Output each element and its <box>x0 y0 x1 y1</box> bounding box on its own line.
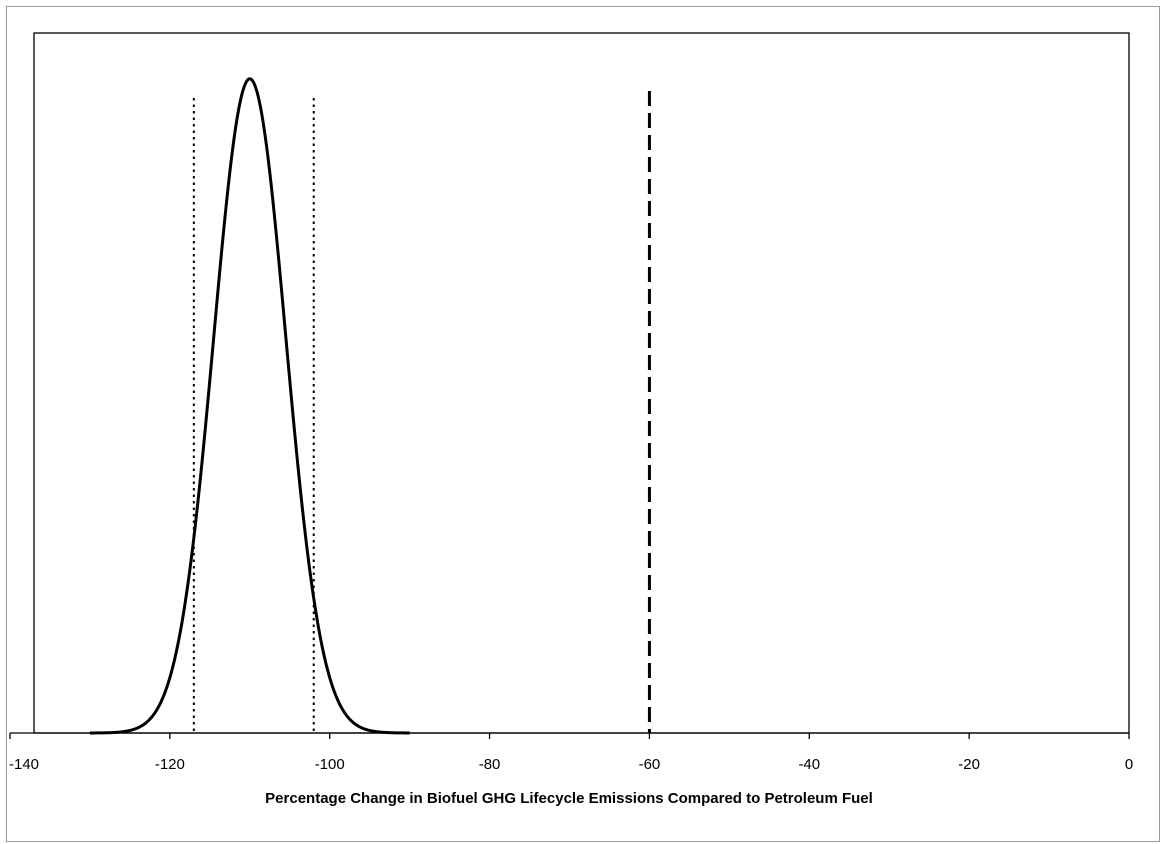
x-tick-label: -20 <box>958 756 980 773</box>
series-layer <box>90 79 410 733</box>
x-tick-label: -120 <box>155 756 185 773</box>
x-tick-label: -40 <box>798 756 820 773</box>
x-tick-label: -100 <box>315 756 345 773</box>
x-tick-label: -60 <box>639 756 661 773</box>
x-axis-title: Percentage Change in Biofuel GHG Lifecyc… <box>265 790 873 807</box>
x-tick-label: -140 <box>9 756 39 773</box>
x-tick-label: 0 <box>1125 756 1133 773</box>
x-tick-label: -80 <box>479 756 501 773</box>
x-axis: -140 -120 -100 -80 -60 -40 -20 0 <box>9 733 1133 773</box>
x-ticks: -140 -120 -100 -80 -60 -40 -20 0 <box>9 733 1133 773</box>
reference-lines <box>194 91 650 733</box>
distribution-curve <box>90 79 410 733</box>
plot-area-frame <box>34 33 1129 733</box>
